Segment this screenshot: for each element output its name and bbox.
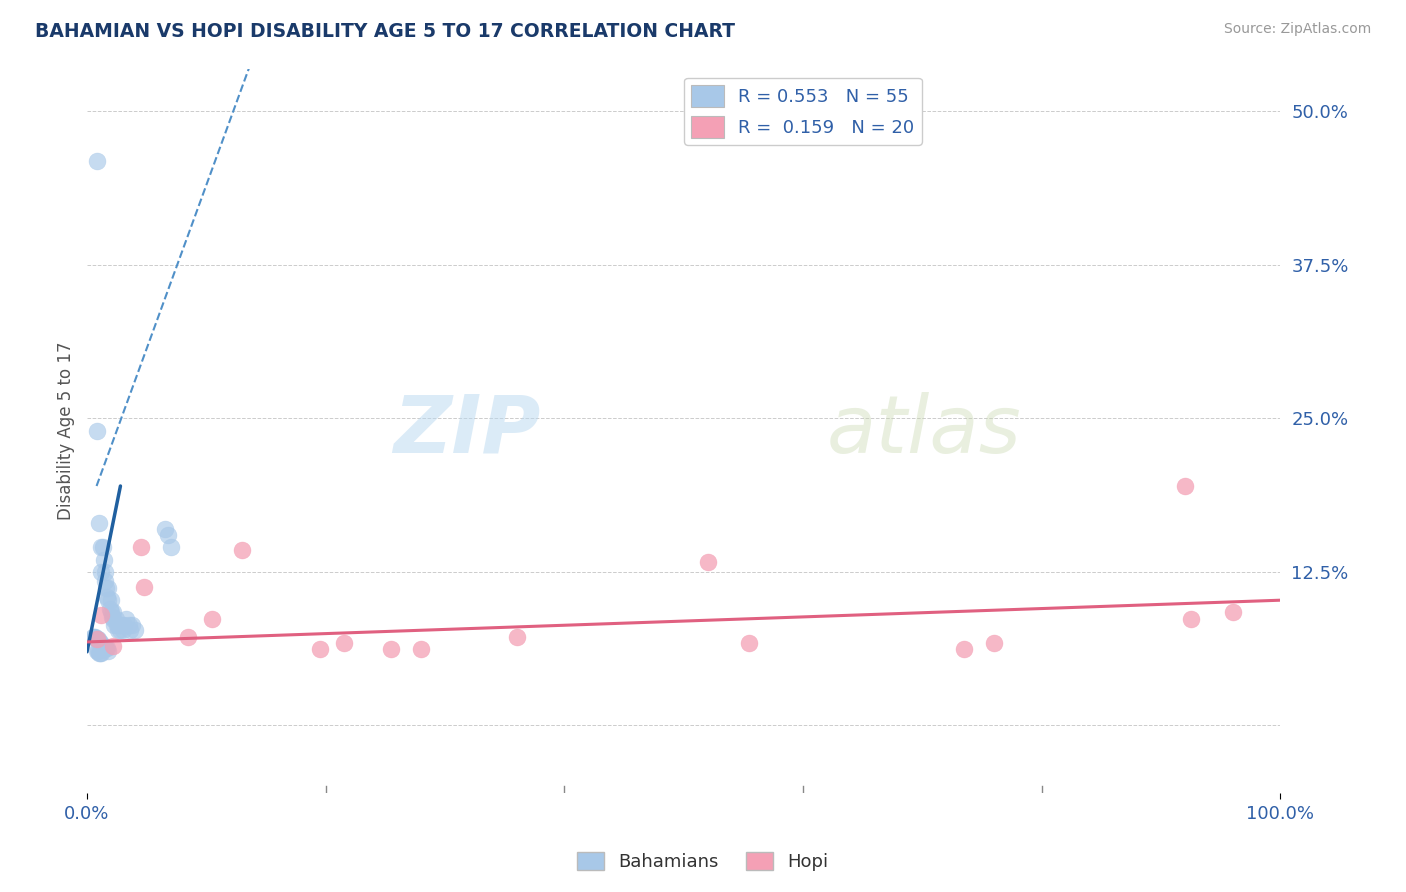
- Point: [505, 630, 527, 644]
- Point: [94, 574, 117, 588]
- Point: [87, 516, 110, 530]
- Point: [101, 610, 124, 624]
- Point: [332, 636, 354, 650]
- Text: Source: ZipAtlas.com: Source: ZipAtlas.com: [1223, 22, 1371, 37]
- Point: [1174, 479, 1197, 493]
- Point: [96, 590, 118, 604]
- Point: [100, 593, 122, 607]
- Point: [86, 424, 108, 438]
- Point: [93, 552, 115, 566]
- Point: [738, 636, 761, 650]
- Point: [90, 607, 112, 622]
- Point: [87, 632, 110, 647]
- Point: [90, 639, 112, 653]
- Point: [89, 646, 111, 660]
- Point: [96, 641, 118, 656]
- Point: [90, 565, 112, 579]
- Point: [118, 617, 141, 632]
- Point: [86, 153, 108, 168]
- Point: [94, 641, 117, 656]
- Point: [87, 635, 110, 649]
- Point: [134, 580, 156, 594]
- Point: [103, 617, 125, 632]
- Point: [87, 643, 110, 657]
- Point: [91, 639, 114, 653]
- Point: [89, 635, 111, 649]
- Point: [90, 541, 112, 555]
- Point: [103, 606, 125, 620]
- Legend: R = 0.553   N = 55, R =  0.159   N = 20: R = 0.553 N = 55, R = 0.159 N = 20: [685, 78, 922, 145]
- Point: [90, 646, 112, 660]
- Point: [115, 612, 138, 626]
- Point: [108, 617, 131, 632]
- Point: [93, 639, 115, 653]
- Point: [94, 641, 117, 656]
- Point: [118, 623, 141, 637]
- Point: [86, 643, 108, 657]
- Point: [308, 642, 330, 657]
- Point: [201, 612, 224, 626]
- Point: [411, 642, 433, 657]
- Point: [111, 623, 134, 637]
- Point: [84, 630, 107, 644]
- Point: [111, 617, 134, 632]
- Point: [1222, 606, 1244, 620]
- Text: atlas: atlas: [827, 392, 1022, 470]
- Legend: Bahamians, Hopi: Bahamians, Hopi: [569, 845, 837, 879]
- Point: [94, 565, 117, 579]
- Point: [124, 623, 146, 637]
- Point: [83, 630, 105, 644]
- Point: [953, 642, 976, 657]
- Point: [231, 542, 253, 557]
- Point: [91, 541, 114, 555]
- Point: [121, 617, 143, 632]
- Point: [100, 606, 122, 620]
- Point: [86, 632, 108, 647]
- Y-axis label: Disability Age 5 to 17: Disability Age 5 to 17: [58, 342, 75, 520]
- Point: [97, 581, 120, 595]
- Point: [103, 639, 125, 653]
- Point: [97, 643, 120, 657]
- Point: [157, 528, 180, 542]
- Point: [177, 630, 200, 644]
- Point: [380, 642, 402, 657]
- Point: [153, 522, 176, 536]
- Point: [110, 623, 132, 637]
- Point: [104, 612, 127, 626]
- Point: [105, 617, 128, 632]
- Point: [1180, 612, 1202, 626]
- Point: [87, 646, 110, 660]
- Text: ZIP: ZIP: [394, 392, 540, 470]
- Point: [97, 593, 120, 607]
- Point: [159, 541, 181, 555]
- Point: [112, 617, 135, 632]
- Point: [82, 630, 104, 644]
- Point: [98, 602, 121, 616]
- Point: [983, 636, 1005, 650]
- Point: [107, 623, 129, 637]
- Point: [129, 541, 152, 555]
- Point: [696, 555, 718, 569]
- Point: [103, 612, 125, 626]
- Point: [94, 581, 117, 595]
- Text: BAHAMIAN VS HOPI DISABILITY AGE 5 TO 17 CORRELATION CHART: BAHAMIAN VS HOPI DISABILITY AGE 5 TO 17 …: [35, 22, 735, 41]
- Point: [86, 632, 108, 647]
